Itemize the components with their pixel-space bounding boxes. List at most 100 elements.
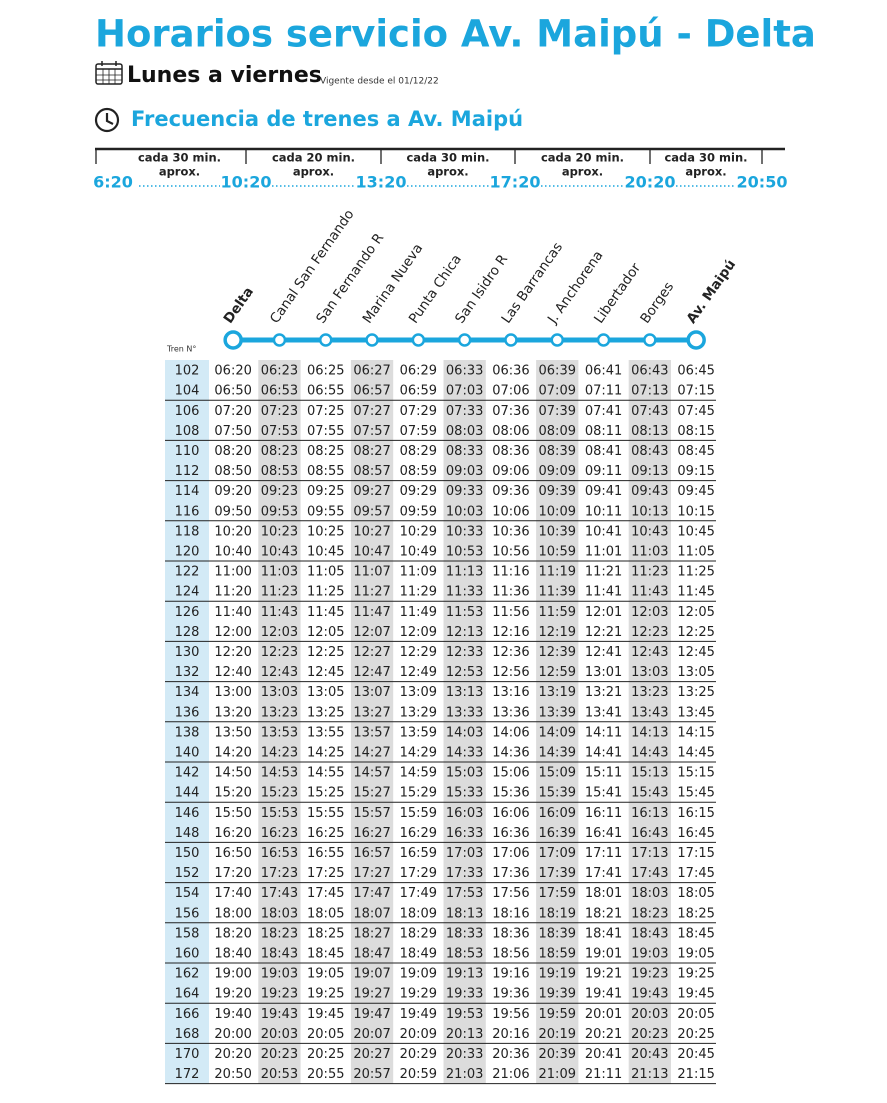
frequency-time: 6:20	[93, 173, 133, 192]
departure-time: 09:55	[307, 504, 344, 519]
departure-time: 12:29	[400, 645, 437, 660]
departure-time: 07:57	[353, 424, 390, 439]
departure-time: 18:45	[307, 946, 344, 961]
departure-time: 20:05	[307, 1027, 344, 1042]
departure-time: 17:59	[539, 886, 576, 901]
departure-time: 06:25	[307, 364, 344, 379]
departure-time: 17:47	[353, 886, 390, 901]
departure-time: 12:36	[492, 645, 529, 660]
train-number: 106	[175, 404, 200, 419]
departure-time: 12:45	[677, 645, 714, 660]
departure-time: 20:50	[214, 1067, 251, 1082]
departure-time: 10:33	[446, 524, 483, 539]
departure-time: 09:53	[261, 504, 298, 519]
departure-time: 17:29	[400, 866, 437, 881]
frequency-time: 17:20	[490, 173, 541, 192]
departure-time: 08:50	[214, 464, 251, 479]
departure-time: 16:39	[539, 826, 576, 841]
departure-time: 15:55	[307, 806, 344, 821]
departure-time: 19:03	[631, 946, 668, 961]
departure-time: 11:20	[214, 585, 251, 600]
departure-time: 16:55	[307, 846, 344, 861]
departure-time: 15:20	[214, 786, 251, 801]
departure-time: 14:36	[492, 745, 529, 760]
departure-time: 18:45	[677, 926, 714, 941]
train-number: 142	[175, 766, 200, 781]
departure-time: 15:06	[492, 766, 529, 781]
departure-time: 17:27	[353, 866, 390, 881]
departure-time: 09:29	[400, 484, 437, 499]
departure-time: 19:09	[400, 967, 437, 982]
departure-time: 14:27	[353, 745, 390, 760]
departure-time: 08:36	[492, 444, 529, 459]
departure-time: 14:29	[400, 745, 437, 760]
departure-time: 18:09	[400, 906, 437, 921]
departure-time: 16:13	[631, 806, 668, 821]
departure-time: 06:57	[353, 384, 390, 399]
departure-time: 19:43	[261, 1007, 298, 1022]
departure-time: 17:43	[261, 886, 298, 901]
departure-time: 11:41	[585, 585, 622, 600]
departure-time: 11:56	[492, 605, 529, 620]
departure-time: 20:55	[307, 1067, 344, 1082]
departure-time: 20:25	[307, 1047, 344, 1062]
departure-time: 10:13	[631, 504, 668, 519]
departure-time: 19:33	[446, 987, 483, 1002]
departure-time: 19:45	[677, 987, 714, 1002]
departure-time: 15:27	[353, 786, 390, 801]
departure-time: 12:13	[446, 625, 483, 640]
departure-time: 11:39	[539, 585, 576, 600]
departure-time: 07:27	[353, 404, 390, 419]
departure-time: 11:33	[446, 585, 483, 600]
departure-time: 13:25	[307, 705, 344, 720]
departure-time: 12:33	[446, 645, 483, 660]
departure-time: 10:29	[400, 524, 437, 539]
departure-time: 12:27	[353, 645, 390, 660]
departure-time: 12:41	[585, 645, 622, 660]
departure-time: 13:16	[492, 685, 529, 700]
departure-time: 19:43	[631, 987, 668, 1002]
departure-time: 07:23	[261, 404, 298, 419]
station-dot	[596, 333, 611, 347]
departure-time: 15:45	[677, 786, 714, 801]
departure-time: 09:27	[353, 484, 390, 499]
segment-note: aprox.	[562, 165, 603, 179]
departure-time: 08:11	[585, 424, 622, 439]
departure-time: 10:49	[400, 544, 437, 559]
departure-time: 06:43	[631, 364, 668, 379]
train-number: 146	[175, 806, 200, 821]
departure-time: 14:53	[261, 766, 298, 781]
train-number: 140	[175, 745, 200, 760]
departure-time: 17:41	[585, 866, 622, 881]
departure-time: 12:59	[539, 665, 576, 680]
departure-time: 06:59	[400, 384, 437, 399]
departure-time: 13:36	[492, 705, 529, 720]
departure-time: 21:13	[631, 1067, 668, 1082]
departure-time: 13:01	[585, 665, 622, 680]
departure-time: 17:43	[631, 866, 668, 881]
train-number: 130	[175, 645, 200, 660]
segment-label: cada 30 min.	[138, 151, 221, 165]
departure-time: 19:25	[307, 987, 344, 1002]
departure-time: 16:36	[492, 826, 529, 841]
train-number: 160	[175, 946, 200, 961]
departure-time: 16:11	[585, 806, 622, 821]
departure-time: 19:36	[492, 987, 529, 1002]
departure-time: 19:49	[400, 1007, 437, 1022]
departure-time: 12:49	[400, 665, 437, 680]
departure-time: 13:23	[631, 685, 668, 700]
departure-time: 13:43	[631, 705, 668, 720]
departure-time: 19:23	[261, 987, 298, 1002]
departure-time: 18:21	[585, 906, 622, 921]
departure-time: 15:50	[214, 806, 251, 821]
departure-time: 20:27	[353, 1047, 390, 1062]
frequency-time: 10:20	[221, 173, 272, 192]
train-number: 120	[175, 544, 200, 559]
departure-time: 18:05	[307, 906, 344, 921]
departure-time: 20:01	[585, 1007, 622, 1022]
segment-label: cada 30 min.	[406, 151, 489, 165]
departure-time: 08:13	[631, 424, 668, 439]
departure-time: 20:36	[492, 1047, 529, 1062]
departure-time: 19:29	[400, 987, 437, 1002]
train-number: 104	[175, 384, 200, 399]
